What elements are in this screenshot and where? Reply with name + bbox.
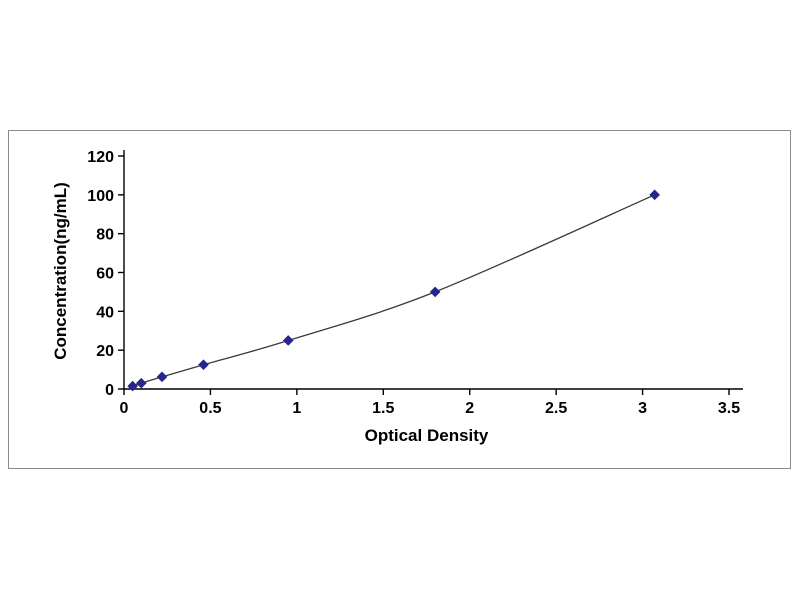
x-tick-label: 0.5 xyxy=(199,400,221,417)
x-tick-label: 2 xyxy=(465,400,474,417)
y-tick-label: 80 xyxy=(96,227,114,244)
x-tick-label: 1.5 xyxy=(372,400,394,417)
data-point-marker xyxy=(429,286,441,298)
x-tick-label: 2.5 xyxy=(545,400,567,417)
data-point-marker xyxy=(282,335,294,346)
data-point-marker xyxy=(135,377,147,389)
y-tick-label: 100 xyxy=(87,188,114,205)
data-point-marker xyxy=(198,359,209,371)
y-tick-label: 20 xyxy=(96,343,114,360)
x-tick-label: 0 xyxy=(120,400,129,417)
elisa-standard-curve-figure: 0 0.5 1 1.5 2 2.5 3 3.5 0 20 40 60 80 100 120 Concentr… xyxy=(8,130,791,469)
data-point-marker xyxy=(156,371,168,383)
y-tick-label: 0 xyxy=(105,382,114,399)
y-tick-label: 120 xyxy=(87,149,114,166)
y-tick-label: 60 xyxy=(96,266,114,283)
x-axis-title: Optical Density xyxy=(364,426,489,445)
data-point-marker xyxy=(127,380,138,392)
series-line xyxy=(132,194,655,387)
x-tick-label: 1 xyxy=(292,400,301,417)
y-tick-label: 40 xyxy=(96,304,114,321)
chart-canvas: 0 0.5 1 1.5 2 2.5 3 3.5 0 20 40 60 80 100 120 xyxy=(87,149,743,417)
y-axis-title: Concentration(ng/mL) xyxy=(51,182,70,360)
data-point-marker xyxy=(649,189,660,201)
x-tick-label: 3 xyxy=(638,400,647,417)
x-tick-label: 3.5 xyxy=(718,400,740,417)
